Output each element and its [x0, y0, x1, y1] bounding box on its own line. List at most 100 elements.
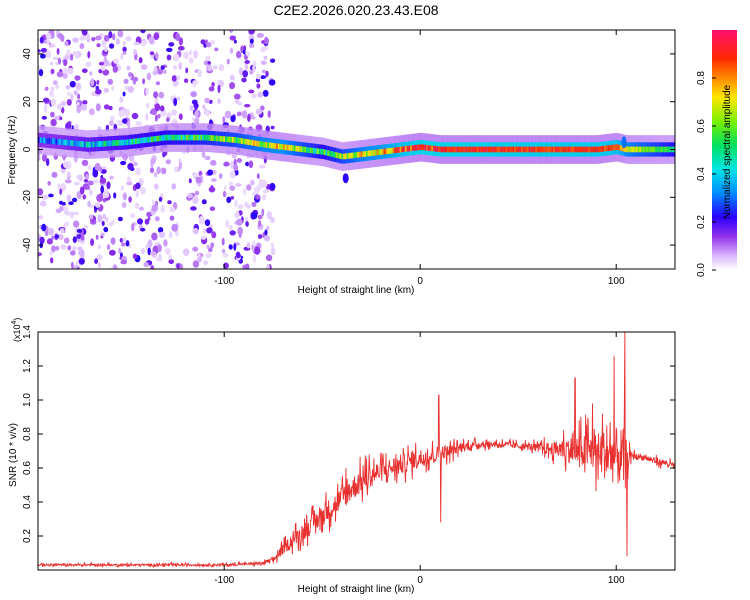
spectrogram-noise-cell: [77, 246, 83, 251]
spectrogram-noise-cell: [152, 199, 155, 205]
spectrogram-noise-cell: [226, 196, 232, 203]
spectrogram-ridge-core: [240, 138, 243, 144]
spectrogram-noise-cell: [95, 35, 102, 41]
spectrogram-noise-cell: [46, 158, 50, 167]
spectrogram-noise-cell: [97, 262, 101, 268]
spectrogram-noise-cell: [235, 99, 239, 104]
spectrogram-noise-cell: [50, 257, 54, 264]
spectrogram-ridge-core: [524, 146, 527, 153]
spectrogram-noise-cell: [228, 181, 234, 187]
spectrogram-ridge-core: [173, 134, 176, 141]
spectrogram-noise-cell: [195, 176, 202, 184]
spectrogram-noise-cell: [171, 109, 178, 116]
snr-y-tick-label: 1.0: [22, 393, 33, 407]
spectrogram-ridge-core: [494, 146, 497, 153]
spectrogram-ridge-core: [606, 145, 608, 152]
spectrogram-ridge-core: [52, 138, 55, 145]
spectrogram-noise-cell: [104, 216, 109, 223]
spectrogram-noise-cell: [103, 104, 110, 110]
spectrogram-ridge-core: [339, 153, 342, 159]
snr-panel: -100 0 100 0.2 0.4 0.6 0.8 1.0 1.2 1.4 Height of…: [8, 318, 676, 595]
spectrogram-ridge-core: [644, 146, 647, 153]
spectrogram-noise-cell: [123, 157, 127, 161]
spectrogram-noise-cell: [93, 179, 99, 184]
spectrogram-noise-cell: [119, 96, 124, 103]
spectrogram-noise-cell: [99, 166, 103, 173]
spectrogram-ridge-core: [586, 146, 589, 153]
spectrogram-noise-cell: [72, 37, 79, 43]
spectrogram-ridge-core: [560, 146, 563, 153]
spectrogram-ridge-core: [389, 148, 391, 154]
spectrogram-noise-cell: [224, 110, 232, 119]
spectrogram-ridge-core: [352, 152, 354, 159]
spectrogram-noise-cell: [140, 64, 148, 70]
spectrogram-ridge-core: [237, 137, 240, 144]
spectrogram-ridge-core: [295, 145, 298, 152]
spectrogram-ridge-core: [512, 146, 515, 153]
spectrogram-ridge-core: [283, 144, 286, 150]
spectrogram-noise-cell: [40, 47, 47, 53]
spectrogram-ridge-core: [454, 146, 457, 153]
spectrogram-noise-cell: [202, 228, 207, 234]
spectrogram-noise-cell: [167, 200, 172, 205]
spectrogram-ridge-core: [475, 146, 478, 153]
spectrogram-noise-cell: [63, 59, 68, 67]
spectrogram-noise-cell: [141, 40, 148, 45]
spectrogram-noise-cell: [50, 98, 56, 107]
spectrogram-ridge-core: [403, 146, 406, 152]
spectrogram-ridge-core: [230, 136, 233, 143]
spectrogram-noise-cell: [188, 57, 194, 64]
spectrogram-noise-cell: [192, 172, 200, 178]
spectrogram-noise-cell: [81, 159, 89, 167]
spectrogram-noise-cell: [194, 110, 199, 117]
spectrogram-ridge-core: [292, 145, 294, 151]
spectrogram-ridge-core: [68, 140, 70, 146]
spectrogram-noise-cell: [74, 50, 79, 59]
spectrogram-noise-cell: [76, 105, 82, 114]
spectrogram-ridge-core: [507, 146, 510, 153]
snr-y-tick-label: 1.4: [22, 325, 33, 339]
spectrogram-noise-cell: [74, 75, 81, 81]
spectrogram-noise-cell: [211, 178, 217, 182]
spectrogram-noise-cell: [148, 36, 154, 45]
spectrogram-ridge-core: [519, 146, 522, 153]
spectrogram-noise-cell: [50, 68, 55, 74]
spectrogram-noise-cell: [120, 185, 125, 191]
spectrogram-ridge-core: [149, 136, 152, 143]
spectrogram-noise-cell: [244, 103, 251, 108]
spectrogram-noise-cell: [249, 70, 254, 75]
spectrogram-ridge-core: [415, 144, 418, 151]
spectrogram-ridge-core: [434, 146, 437, 152]
spectrogram-noise-cell: [67, 91, 71, 96]
spectrogram-ridge-core: [117, 140, 120, 146]
spectrogram-ridge-core: [636, 146, 638, 153]
spectrogram-ridge-core: [147, 136, 150, 143]
spectrogram-noise-cell: [188, 49, 193, 56]
spectrogram-ridge-core: [191, 134, 194, 141]
spectrogram-noise-cell: [150, 264, 155, 269]
spectrogram-ridge-core: [126, 139, 129, 146]
spectrogram-noise-cell: [140, 30, 146, 34]
spectrogram-noise-cell: [59, 205, 64, 212]
spectrogram-noise-cell: [66, 194, 72, 202]
spectrogram-ridge-core: [553, 146, 556, 153]
spectrogram-ridge-core: [55, 138, 58, 145]
spectrogram-noise-cell: [56, 103, 63, 111]
spectrogram-ridge-core: [46, 137, 49, 144]
spectrogram-noise-cell: [238, 232, 242, 238]
spectrogram-noise-cell: [258, 220, 262, 227]
spectrogram-ridge-core: [496, 146, 499, 153]
spectrogram-ridge-core: [436, 146, 439, 152]
spectrogram-ridge-core: [299, 146, 302, 152]
spectrogram-ridge-core: [470, 146, 473, 153]
spectrogram-ridge-core: [537, 146, 540, 153]
spectrogram-noise-cell: [264, 229, 268, 236]
spectrogram-noise-cell: [208, 186, 216, 193]
spectrogram-noise-cell: [66, 49, 71, 57]
spectrogram-noise-cell: [100, 169, 107, 174]
spectrogram-noise-cell: [245, 221, 249, 227]
spectrogram-ridge-core: [45, 137, 48, 144]
spectrogram-noise-cell: [75, 83, 80, 89]
spectrogram-ridge-core: [50, 138, 53, 144]
spectrogram-ridge-core: [639, 146, 642, 153]
